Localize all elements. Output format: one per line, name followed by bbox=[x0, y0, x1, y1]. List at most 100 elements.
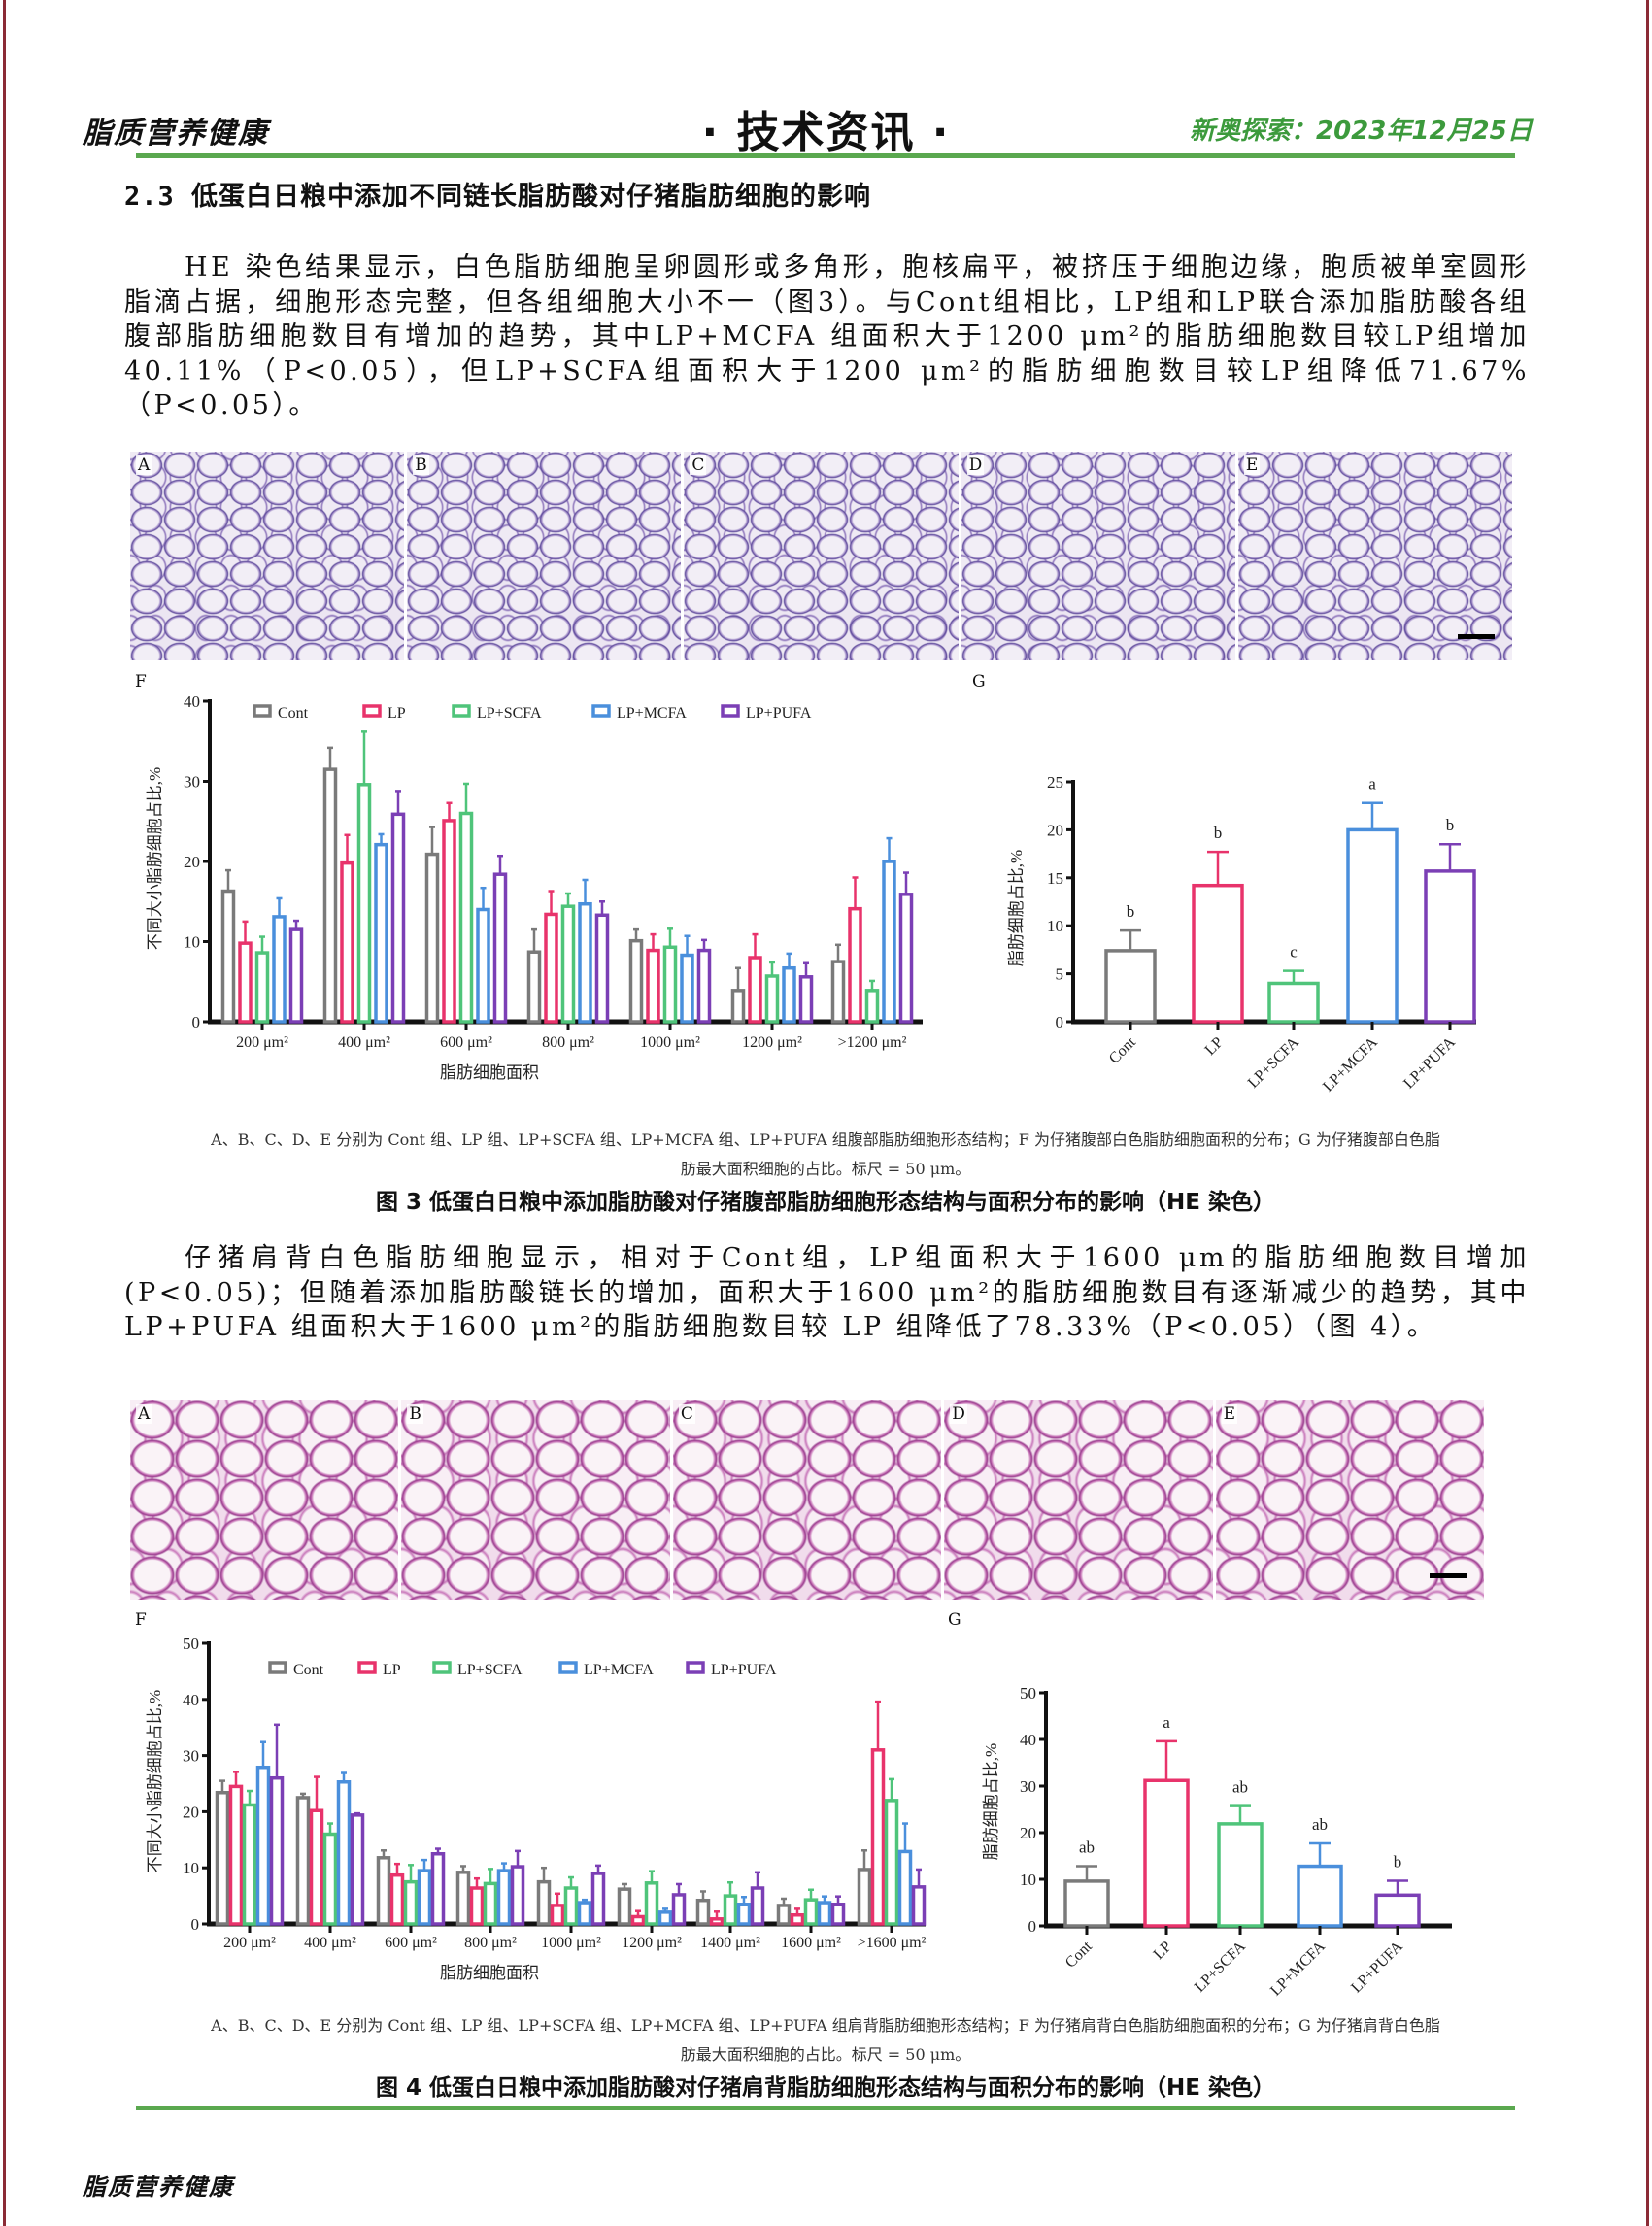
x-tick-label: 1400 μm² bbox=[700, 1935, 760, 1951]
y-tick-label: 30 bbox=[184, 773, 200, 792]
x-tick-label: 1600 μm² bbox=[781, 1935, 841, 1951]
y-tick-label: 0 bbox=[1028, 1917, 1037, 1936]
legend-swatch bbox=[253, 704, 272, 718]
significance-label: ab bbox=[1312, 1815, 1328, 1834]
footer-rule bbox=[136, 2106, 1515, 2110]
bar-lp-scfa bbox=[1217, 1822, 1264, 1928]
micrograph-d: D bbox=[961, 452, 1235, 660]
significance-label: a bbox=[1368, 775, 1376, 793]
header-rule bbox=[136, 153, 1515, 158]
page-border-left bbox=[3, 0, 6, 2226]
bar-lp-mcfa bbox=[374, 842, 388, 1024]
legend-label: LP+PUFA bbox=[711, 1662, 777, 1678]
bar-lp bbox=[238, 941, 253, 1024]
y-tick-label: 40 bbox=[184, 692, 200, 711]
significance-label: a bbox=[1163, 1713, 1170, 1732]
bar-lp-pufa bbox=[911, 1885, 927, 1926]
y-tick-label: 0 bbox=[191, 1915, 200, 1934]
legend-label: Cont bbox=[293, 1662, 324, 1678]
legend-label: LP+MCFA bbox=[584, 1662, 654, 1678]
legend-label: LP bbox=[383, 1662, 401, 1678]
paragraph-1: HE 染色结果显示，白色脂肪细胞呈卵圆形或多角形，胞核扁平，被挤压于细胞边缘，胞… bbox=[124, 253, 1530, 421]
panel-label: B bbox=[407, 1404, 423, 1424]
figure3-g-chart: 0 5 10 15 20 25 脂肪细胞占比,% b Cont b LP c LP+SCFA a LP+MC… bbox=[1007, 773, 1476, 1096]
figure3-caption-line1: A、B、C、D、E 分别为 Cont 组、LP 组、LP+SCFA 组、LP+M… bbox=[211, 1130, 1440, 1149]
y-axis-label: 不同大小脂肪细胞占比,% bbox=[146, 767, 164, 950]
bar-cont bbox=[455, 1871, 471, 1926]
bar-lp-mcfa bbox=[1346, 827, 1399, 1024]
bar-lp bbox=[848, 906, 862, 1024]
bar-lp-mcfa bbox=[577, 1901, 592, 1926]
bar-lp-pufa bbox=[350, 1813, 365, 1926]
bar-lp-scfa bbox=[864, 989, 880, 1024]
x-tick-label: 200 μm² bbox=[236, 1034, 288, 1051]
bar-lp bbox=[870, 1748, 886, 1926]
x-axis-label: 脂肪细胞面积 bbox=[440, 1063, 539, 1082]
bar-lp-mcfa bbox=[336, 1780, 352, 1926]
micrograph-a: A bbox=[130, 452, 405, 660]
y-tick-label: 10 bbox=[183, 1859, 199, 1877]
legend-swatch bbox=[686, 1661, 705, 1674]
bar-lp-mcfa bbox=[657, 1910, 673, 1926]
micrograph-b: B bbox=[407, 452, 682, 660]
legend-label: LP+MCFA bbox=[617, 705, 687, 722]
bar-lp-pufa bbox=[492, 872, 508, 1024]
issue-date: 新奥探索：2023年12月25日 bbox=[1190, 117, 1533, 146]
bar-cont bbox=[628, 938, 644, 1024]
figure4-micrographs: A B C D E bbox=[130, 1400, 1485, 1600]
figure4-title: 图 4 低蛋白日粮中添加脂肪酸对仔猪肩背脂肪细胞形态结构与面积分布的影响（HE … bbox=[376, 2075, 1275, 2101]
x-tick-label: LP bbox=[1151, 1939, 1175, 1963]
bar-cont bbox=[695, 1898, 711, 1926]
legend-label: LP+PUFA bbox=[746, 705, 812, 722]
bar-cont bbox=[376, 1856, 391, 1926]
panel-label: E bbox=[1221, 1404, 1238, 1424]
bar-lp-pufa bbox=[594, 913, 610, 1024]
legend-label: Cont bbox=[278, 705, 309, 722]
bar-cont bbox=[424, 852, 440, 1024]
bar-lp-mcfa bbox=[736, 1903, 752, 1926]
bar-lp-mcfa bbox=[272, 915, 287, 1024]
bar-lp bbox=[544, 912, 558, 1024]
x-tick-label: 400 μm² bbox=[338, 1034, 390, 1051]
scale-bar bbox=[1430, 1573, 1467, 1578]
bar-lp-mcfa bbox=[578, 901, 592, 1024]
x-tick-label: Cont bbox=[1106, 1033, 1139, 1066]
bar-lp-scfa bbox=[322, 1832, 338, 1926]
bar-lp bbox=[442, 819, 456, 1024]
bar-lp-mcfa bbox=[476, 907, 490, 1024]
x-tick-label: LP bbox=[1202, 1034, 1227, 1059]
bar-lp bbox=[790, 1913, 805, 1926]
x-tick-label: 400 μm² bbox=[304, 1935, 356, 1951]
legend-swatch bbox=[558, 1661, 578, 1674]
y-tick-label: 10 bbox=[1047, 917, 1063, 935]
figure4-caption-line2: 肪最大面积细胞的占比。标尺 = 50 μm。 bbox=[680, 2045, 971, 2064]
bar-lp bbox=[748, 956, 762, 1024]
y-axis-label: 脂肪细胞占比,% bbox=[982, 1743, 1000, 1860]
bar-lp-mcfa bbox=[782, 965, 796, 1024]
section-heading: 2.3 低蛋白日粮中添加不同链长脂肪酸对仔猪脂肪细胞的影响 bbox=[124, 182, 872, 212]
panel-label: A bbox=[136, 455, 152, 475]
bar-cont bbox=[830, 960, 846, 1024]
legend-swatch bbox=[362, 704, 382, 718]
figure4-f-label: F bbox=[135, 1610, 147, 1630]
bar-cont bbox=[1104, 949, 1157, 1024]
bar-cont bbox=[730, 989, 746, 1024]
page-border-right bbox=[1646, 0, 1649, 2226]
legend-label: LP bbox=[388, 705, 406, 722]
legend-swatch bbox=[432, 1661, 452, 1674]
x-tick-label: >1200 μm² bbox=[838, 1034, 907, 1051]
legend-swatch bbox=[452, 704, 471, 718]
y-tick-label: 5 bbox=[1056, 965, 1064, 984]
bar-lp-pufa bbox=[390, 812, 406, 1024]
bar-lp-scfa bbox=[563, 1886, 579, 1926]
bar-lp-scfa bbox=[884, 1799, 899, 1926]
bar-lp-pufa bbox=[1424, 869, 1476, 1024]
micrograph-c: C bbox=[672, 1400, 942, 1600]
bar-lp-scfa bbox=[254, 951, 270, 1024]
micrograph-e: E bbox=[1215, 1400, 1485, 1600]
bar-lp-mcfa bbox=[496, 1869, 512, 1926]
y-tick-label: 20 bbox=[184, 853, 200, 871]
y-tick-label: 20 bbox=[183, 1803, 199, 1821]
x-tick-label: 1000 μm² bbox=[640, 1034, 700, 1051]
y-tick-label: 10 bbox=[184, 933, 200, 952]
